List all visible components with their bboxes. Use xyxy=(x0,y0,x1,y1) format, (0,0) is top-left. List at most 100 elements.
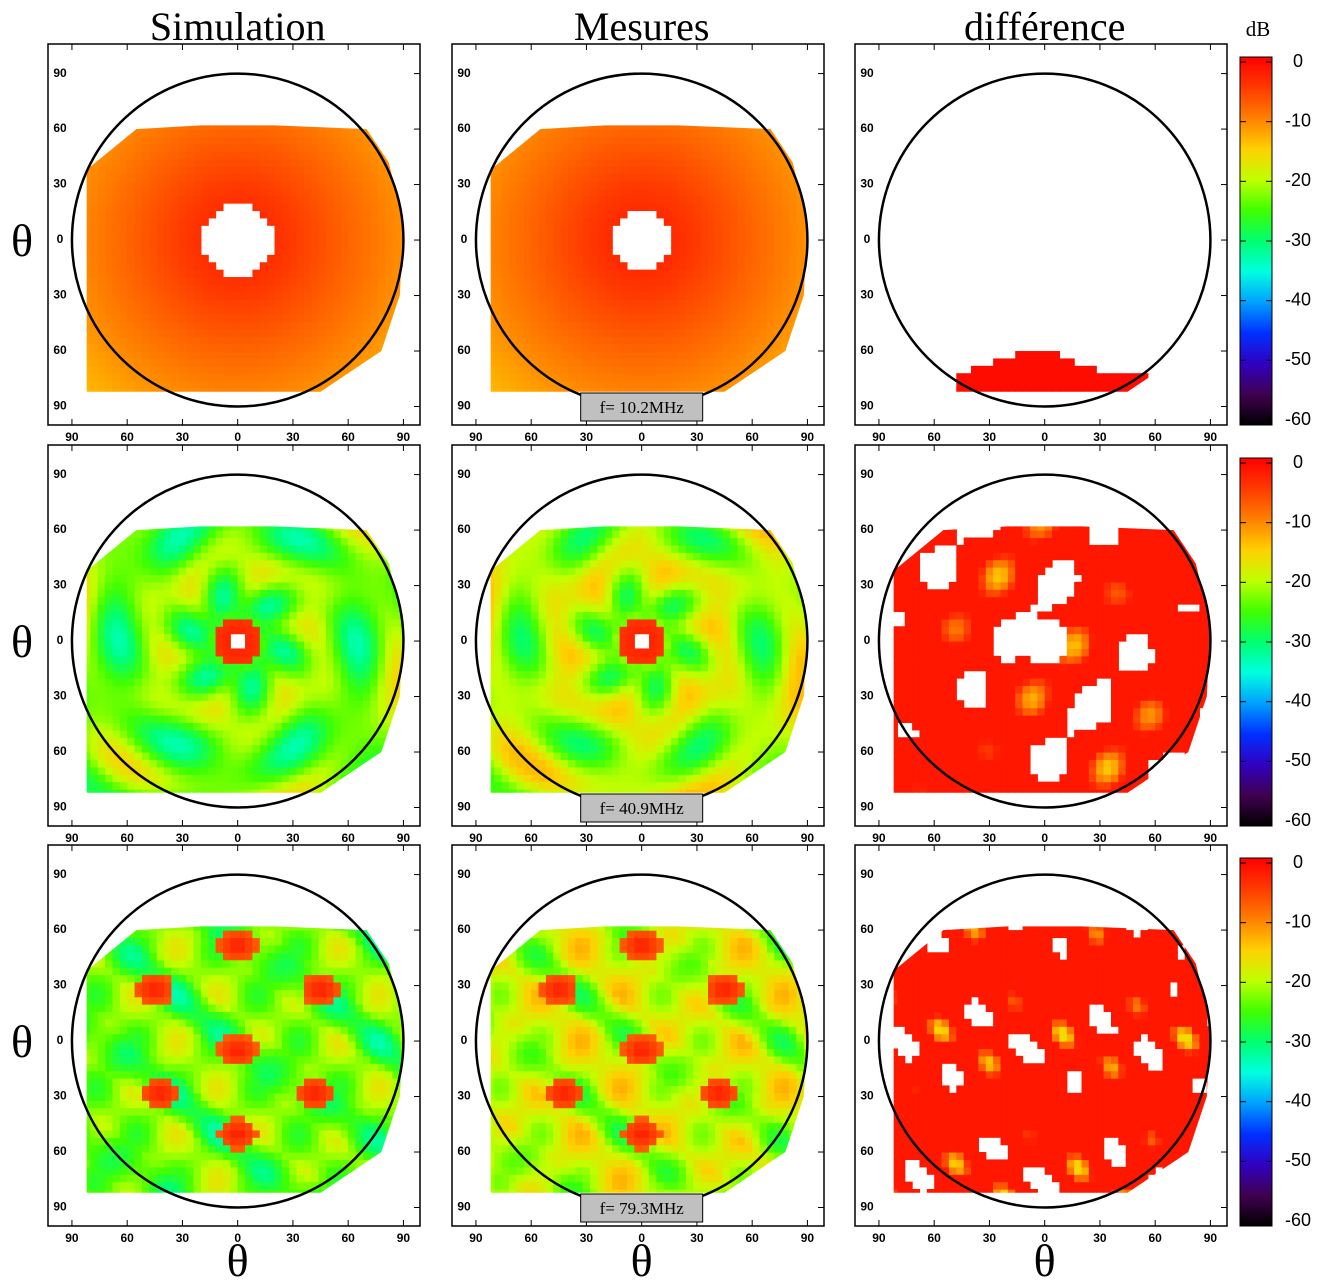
contour-field xyxy=(893,926,1211,1193)
y-tick-label: 0 xyxy=(461,232,468,246)
y-tick-label: 30 xyxy=(457,1089,471,1103)
x-tick-label: 30 xyxy=(983,831,997,845)
x-tick-label: 90 xyxy=(801,831,815,845)
plot-frame xyxy=(854,844,1228,1227)
x-tick-label: 90 xyxy=(65,430,79,444)
y-tick-label: 30 xyxy=(457,578,471,592)
x-tick-label: 90 xyxy=(397,1231,411,1245)
y-tick-label: 90 xyxy=(53,867,67,881)
colorbar-tick-label: -20 xyxy=(1285,571,1311,591)
contour-field xyxy=(490,125,808,392)
colorbar-tick-label: -60 xyxy=(1285,409,1311,429)
x-tick-label: 30 xyxy=(286,1231,300,1245)
x-tick-label: 90 xyxy=(1204,430,1218,444)
frequency-box xyxy=(580,1193,704,1223)
y-tick-label: 0 xyxy=(57,232,64,246)
y-tick-label: 0 xyxy=(57,633,64,647)
x-tick-label: 90 xyxy=(65,1231,79,1245)
x-tick-label: 30 xyxy=(1093,1231,1107,1245)
y-tick-label: 90 xyxy=(53,467,67,481)
y-tick-label: 30 xyxy=(53,689,67,703)
panel: 90 60 30 0 30 60 90 90 60 30 0 30 60 90 xyxy=(854,444,1228,845)
y-tick-label: 90 xyxy=(860,1200,874,1214)
column-title: Mesures xyxy=(574,4,710,49)
x-tick-label: 0 xyxy=(638,430,645,444)
frequency-box xyxy=(580,793,704,823)
contour-field xyxy=(86,526,404,793)
panel: 90 60 30 0 30 60 90 90 60 30 0 30 60 90 xyxy=(854,844,1228,1245)
colorbar-tick-label: -10 xyxy=(1285,110,1311,130)
frequency-label: f= 40.9MHz xyxy=(600,799,685,818)
x-tick-label: 60 xyxy=(1148,430,1162,444)
x-tick-label: 90 xyxy=(1204,1231,1218,1245)
circle xyxy=(877,873,1212,1209)
x-tick-label: 90 xyxy=(801,1231,815,1245)
x-tick-label: 60 xyxy=(341,1231,355,1245)
x-tick-label: 90 xyxy=(872,831,886,845)
y-tick-label: 30 xyxy=(457,689,471,703)
y-tick-label: 30 xyxy=(860,689,874,703)
plot-frame xyxy=(451,844,825,1227)
plot-frame xyxy=(47,444,421,827)
x-tick-label: 60 xyxy=(525,831,539,845)
y-tick-label: 30 xyxy=(860,1089,874,1103)
y-tick-label: 0 xyxy=(461,1033,468,1047)
x-tick-label: 60 xyxy=(341,831,355,845)
y-tick-label: 60 xyxy=(53,1144,67,1158)
colorbar-tick-label: -40 xyxy=(1285,1090,1311,1110)
y-axis-label: θ xyxy=(11,1016,33,1067)
y-tick-label: 60 xyxy=(860,343,874,357)
circle xyxy=(877,473,1212,809)
x-tick-label: 30 xyxy=(176,1231,190,1245)
column-title: différence xyxy=(964,4,1125,49)
x-tick-label: 30 xyxy=(286,831,300,845)
y-tick-label: 90 xyxy=(53,66,67,80)
contour-field xyxy=(490,926,808,1193)
contour-field xyxy=(893,526,1211,793)
y-tick-label: 0 xyxy=(864,232,871,246)
x-tick-label: 30 xyxy=(983,430,997,444)
y-tick-label: 90 xyxy=(457,467,471,481)
x-tick-label: 60 xyxy=(745,430,759,444)
x-tick-label: 0 xyxy=(234,1231,241,1245)
colorbar-tick-label: -10 xyxy=(1285,511,1311,531)
y-tick-label: 90 xyxy=(457,867,471,881)
colorbar-tick-label: -50 xyxy=(1285,349,1311,369)
x-tick-label: 0 xyxy=(638,831,645,845)
y-tick-label: 60 xyxy=(860,744,874,758)
x-axis-label: θ xyxy=(1034,1235,1056,1282)
x-tick-label: 60 xyxy=(525,1231,539,1245)
plot-frame xyxy=(47,844,421,1227)
y-tick-label: 30 xyxy=(457,288,471,302)
panel: 90 60 30 0 30 60 90 90 60 30 0 30 60 90 f= 79.3MHz xyxy=(451,844,825,1245)
x-tick-label: 0 xyxy=(234,430,241,444)
x-tick-label: 30 xyxy=(690,430,704,444)
colorbar-tick-label: -40 xyxy=(1285,289,1311,309)
x-tick-label: 60 xyxy=(928,831,942,845)
y-tick-label: 90 xyxy=(860,399,874,413)
circle xyxy=(877,72,1212,408)
y-tick-label: 60 xyxy=(457,121,471,135)
y-tick-label: 0 xyxy=(864,633,871,647)
x-tick-label: 90 xyxy=(397,831,411,845)
y-tick-label: 90 xyxy=(860,867,874,881)
x-tick-label: 90 xyxy=(801,430,815,444)
x-tick-label: 30 xyxy=(690,1231,704,1245)
colorbar-tick-label: -10 xyxy=(1285,911,1311,931)
colorbar-tick-label: 0 xyxy=(1293,852,1303,872)
x-tick-label: 60 xyxy=(745,1231,759,1245)
x-tick-label: 0 xyxy=(1041,430,1048,444)
y-tick-label: 30 xyxy=(860,578,874,592)
y-tick-label: 60 xyxy=(53,343,67,357)
x-tick-label: 30 xyxy=(176,831,190,845)
y-tick-label: 30 xyxy=(860,978,874,992)
y-tick-label: 90 xyxy=(860,467,874,481)
x-tick-label: 90 xyxy=(469,831,483,845)
panel: 90 60 30 0 30 60 90 90 60 30 0 30 60 90 xyxy=(47,844,421,1245)
y-tick-label: 60 xyxy=(860,121,874,135)
y-tick-label: 60 xyxy=(53,744,67,758)
y-tick-label: 60 xyxy=(53,922,67,936)
x-axis-label: θ xyxy=(631,1235,653,1282)
x-tick-label: 60 xyxy=(1148,1231,1162,1245)
x-tick-label: 30 xyxy=(176,430,190,444)
